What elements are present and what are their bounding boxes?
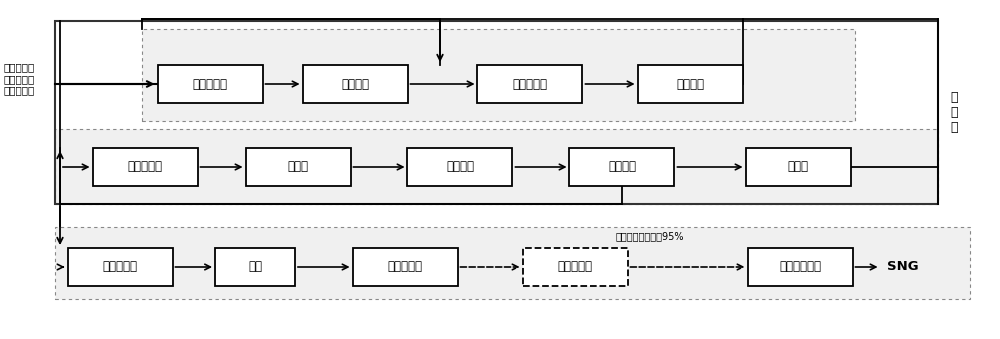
Text: 冷却脱水: 冷却脱水	[608, 160, 636, 174]
Bar	[55, 227, 970, 299]
FancyBboxPatch shape	[478, 65, 582, 103]
Text: 循
环
气: 循 环 气	[950, 91, 958, 134]
Text: 冷却压缩脱水: 冷却压缩脱水	[779, 260, 821, 274]
FancyBboxPatch shape	[215, 248, 295, 286]
Text: 一级甲烷化: 一级甲烷化	[192, 78, 228, 91]
Text: 压缩机: 压缩机	[788, 160, 808, 174]
Text: 废热锅炉: 废热锅炉	[676, 78, 704, 91]
FancyBboxPatch shape	[638, 65, 742, 103]
FancyBboxPatch shape	[569, 148, 674, 186]
FancyBboxPatch shape	[92, 148, 198, 186]
FancyBboxPatch shape	[352, 248, 458, 286]
Text: 六级甲烷化: 六级甲烷化	[558, 260, 592, 274]
Text: SNG: SNG	[888, 260, 919, 274]
Text: 换热: 换热	[248, 260, 262, 274]
FancyBboxPatch shape	[748, 248, 852, 286]
Text: 五级甲烷化: 五级甲烷化	[388, 260, 422, 274]
Text: 三级甲烷化: 三级甲烷化	[128, 160, 162, 174]
Bar	[55, 129, 938, 204]
Text: 废热锅炉: 废热锅炉	[341, 78, 369, 91]
FancyBboxPatch shape	[246, 148, 351, 186]
FancyBboxPatch shape	[746, 148, 851, 186]
Text: 废热锅炉: 废热锅炉	[446, 160, 474, 174]
FancyBboxPatch shape	[68, 248, 173, 286]
Text: 甲烷干基含量大于95%: 甲烷干基含量大于95%	[616, 231, 684, 241]
FancyBboxPatch shape	[522, 248, 628, 286]
FancyBboxPatch shape	[158, 65, 262, 103]
Text: 四级甲烷化: 四级甲烷化	[103, 260, 138, 274]
Bar	[142, 29, 855, 121]
FancyBboxPatch shape	[302, 65, 408, 103]
Bar	[55, 21, 938, 204]
Text: 二级甲烷化: 二级甲烷化	[512, 78, 548, 91]
FancyBboxPatch shape	[408, 148, 512, 186]
Text: 净化和脱碳
后的煤造气
（合成气）: 净化和脱碳 后的煤造气 （合成气）	[3, 62, 34, 96]
Text: 过热器: 过热器	[288, 160, 308, 174]
